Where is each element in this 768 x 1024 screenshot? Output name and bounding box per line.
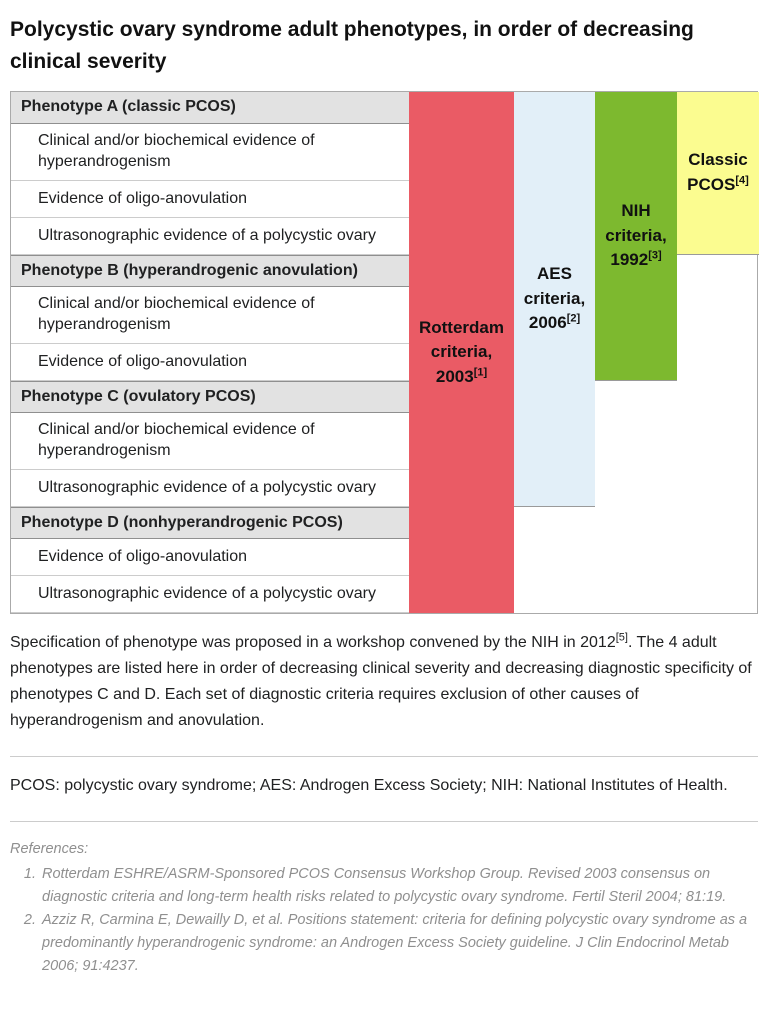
phenotype-c-header-row: Phenotype C (ovulatory PCOS) — [11, 381, 409, 413]
criterion-row: Ultrasonographic evidence of a polycysti… — [11, 576, 409, 613]
criterion-row: Evidence of oligo-anovulation — [11, 539, 409, 576]
phenotype-rows: Phenotype A (classic PCOS) Clinical and/… — [11, 92, 409, 613]
reference-superscript: [5] — [615, 631, 628, 644]
criterion-row: Evidence of oligo-anovulation — [11, 181, 409, 218]
page: Polycystic ovary syndrome adult phenotyp… — [0, 0, 768, 979]
references-list: Rotterdam ESHRE/ASRM-Sponsored PCOS Cons… — [10, 863, 758, 979]
divider — [10, 820, 758, 822]
figure-caption: Specification of phenotype was proposed … — [10, 630, 758, 734]
aes-criteria-column: AES criteria, 2006[2] — [514, 92, 595, 507]
reference-superscript: [2] — [566, 312, 581, 325]
reference-item: Rotterdam ESHRE/ASRM-Sponsored PCOS Cons… — [40, 863, 758, 909]
reference-item: Azziz R, Carmina E, Dewailly D, et al. P… — [40, 909, 758, 979]
reference-superscript: [3] — [648, 249, 662, 262]
criterion-row: Ultrasonographic evidence of a polycysti… — [11, 470, 409, 507]
criterion-row: Clinical and/or biochemical evidence of … — [11, 287, 409, 344]
rotterdam-criteria-label: Rotterdam criteria, 2003[1] — [418, 317, 504, 386]
classic-pcos-column: Classic PCOS[4] — [677, 92, 759, 255]
references-section: References: Rotterdam ESHRE/ASRM-Sponsor… — [10, 838, 758, 979]
phenotype-d-header-row: Phenotype D (nonhyperandrogenic PCOS) — [11, 507, 409, 539]
classic-pcos-label: Classic PCOS[4] — [687, 150, 749, 194]
phenotype-b-header-row: Phenotype B (hyperandrogenic anovulation… — [11, 255, 409, 287]
caption-text: . The 4 adult phenotypes are listed here… — [10, 634, 752, 729]
caption-text: Specification of phenotype was proposed … — [10, 634, 616, 651]
reference-superscript: [4] — [735, 174, 749, 187]
nih-criteria-column: NIH criteria, 1992[3] — [595, 92, 677, 381]
phenotype-a-header-row: Phenotype A (classic PCOS) — [11, 92, 409, 124]
criterion-row: Clinical and/or biochemical evidence of … — [11, 124, 409, 181]
criterion-row: Evidence of oligo-anovulation — [11, 344, 409, 381]
page-title: Polycystic ovary syndrome adult phenotyp… — [10, 18, 694, 73]
abbreviations-note: PCOS: polycystic ovary syndrome; AES: An… — [10, 776, 728, 794]
aes-criteria-label: AES criteria, 2006[2] — [523, 264, 586, 333]
phenotype-criteria-table: Phenotype A (classic PCOS) Clinical and/… — [10, 91, 759, 614]
criterion-row: Clinical and/or biochemical evidence of … — [11, 413, 409, 470]
rotterdam-criteria-column: Rotterdam criteria, 2003[1] — [409, 92, 514, 613]
nih-criteria-label: NIH criteria, 1992[3] — [605, 201, 667, 270]
references-heading: References: — [10, 840, 89, 857]
criterion-row: Ultrasonographic evidence of a polycysti… — [11, 218, 409, 255]
divider — [10, 755, 758, 757]
reference-superscript: [1] — [473, 366, 488, 379]
